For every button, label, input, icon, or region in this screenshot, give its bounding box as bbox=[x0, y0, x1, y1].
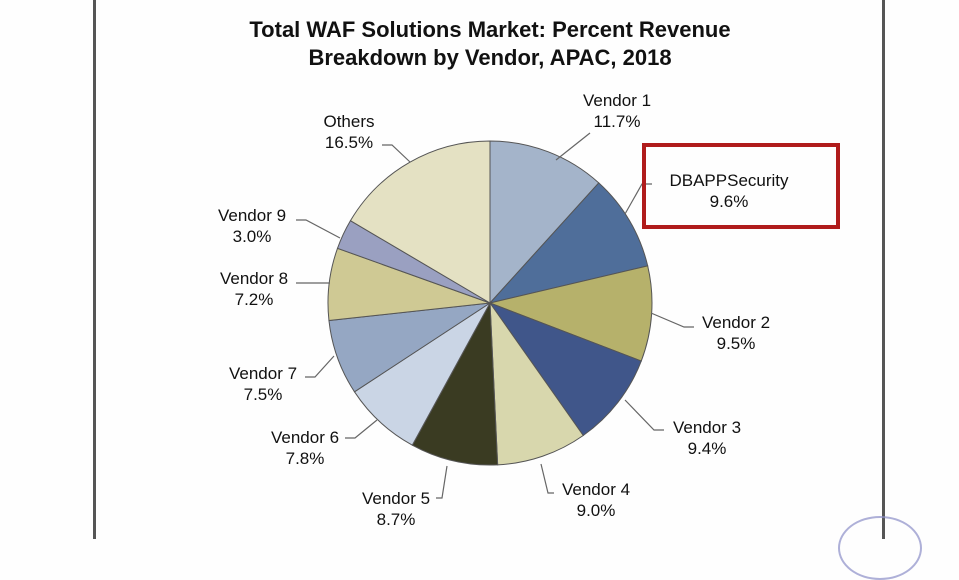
slice-value: 9.0% bbox=[576, 501, 616, 520]
slice-name: Others bbox=[323, 112, 375, 131]
chart-title-line-1: Total WAF Solutions Market: Percent Reve… bbox=[249, 17, 731, 42]
chart-title-line-2: Breakdown by Vendor, APAC, 2018 bbox=[308, 45, 672, 70]
slice-value: 7.2% bbox=[234, 290, 274, 309]
slice-name: Vendor 7 bbox=[228, 364, 298, 383]
slice-value: 9.6% bbox=[709, 192, 749, 211]
chart-title: Total WAF Solutions Market: Percent Reve… bbox=[180, 16, 800, 72]
label-vendor-4: Vendor 4 9.0% bbox=[516, 479, 676, 521]
slice-value: 9.4% bbox=[687, 439, 727, 458]
slice-name: Vendor 9 bbox=[217, 206, 287, 225]
slice-name: Vendor 3 bbox=[672, 418, 742, 437]
label-vendor-7: Vendor 7 7.5% bbox=[183, 363, 343, 405]
slice-name: Vendor 2 bbox=[701, 313, 771, 332]
slice-name: Vendor 5 bbox=[361, 489, 431, 508]
leader-line-vendor-4 bbox=[540, 463, 554, 494]
label-vendor-6: Vendor 6 7.8% bbox=[225, 427, 385, 469]
pie-slice-dbappsecurity bbox=[488, 182, 649, 304]
label-vendor-2: Vendor 2 9.5% bbox=[656, 312, 816, 354]
frame-right-border bbox=[882, 0, 885, 539]
slice-name: Vendor 4 bbox=[561, 480, 631, 499]
label-vendor-5: Vendor 5 8.7% bbox=[316, 488, 476, 530]
slice-name: Vendor 1 bbox=[582, 91, 652, 110]
pie-chart bbox=[296, 132, 694, 499]
label-vendor-8: Vendor 8 7.2% bbox=[174, 268, 334, 310]
slice-value: 3.0% bbox=[232, 227, 272, 246]
label-vendor-1: Vendor 1 11.7% bbox=[537, 90, 697, 132]
pie-slice-vendor-2 bbox=[488, 265, 653, 362]
slice-name: DBAPPSecurity bbox=[669, 171, 789, 190]
label-others: Others 16.5% bbox=[269, 111, 429, 153]
slice-value: 9.5% bbox=[716, 334, 756, 353]
leader-line-vendor-6 bbox=[345, 419, 378, 439]
pie-slice-vendor-4 bbox=[489, 301, 584, 466]
slice-value: 7.8% bbox=[285, 449, 325, 468]
company-seal-stamp bbox=[838, 516, 922, 580]
slice-value: 7.5% bbox=[243, 385, 283, 404]
leader-line-vendor-5 bbox=[436, 465, 448, 499]
frame-left-border bbox=[93, 0, 96, 539]
slice-name: Vendor 6 bbox=[270, 428, 340, 447]
leader-line-vendor-3 bbox=[624, 399, 664, 431]
leader-line-others bbox=[382, 144, 411, 163]
pie-slice-vendor-1 bbox=[489, 140, 600, 305]
leader-line-vendor-7 bbox=[305, 355, 335, 378]
pie-slice-vendor-5 bbox=[411, 301, 499, 466]
label-vendor-3: Vendor 3 9.4% bbox=[627, 417, 787, 459]
leader-line-vendor-9 bbox=[296, 219, 341, 239]
slice-value: 11.7% bbox=[593, 112, 641, 131]
slice-name: Vendor 8 bbox=[219, 269, 289, 288]
label-dbappsecurity: DBAPPSecurity 9.6% bbox=[649, 170, 809, 212]
slice-value: 8.7% bbox=[376, 510, 416, 529]
highlight-box bbox=[642, 143, 840, 229]
slice-value: 16.5% bbox=[324, 133, 374, 152]
label-vendor-9: Vendor 9 3.0% bbox=[172, 205, 332, 247]
leader-line-vendor-1 bbox=[555, 132, 591, 161]
leader-line-vendor-2 bbox=[650, 312, 694, 328]
pie-slice-vendor-3 bbox=[488, 301, 642, 437]
